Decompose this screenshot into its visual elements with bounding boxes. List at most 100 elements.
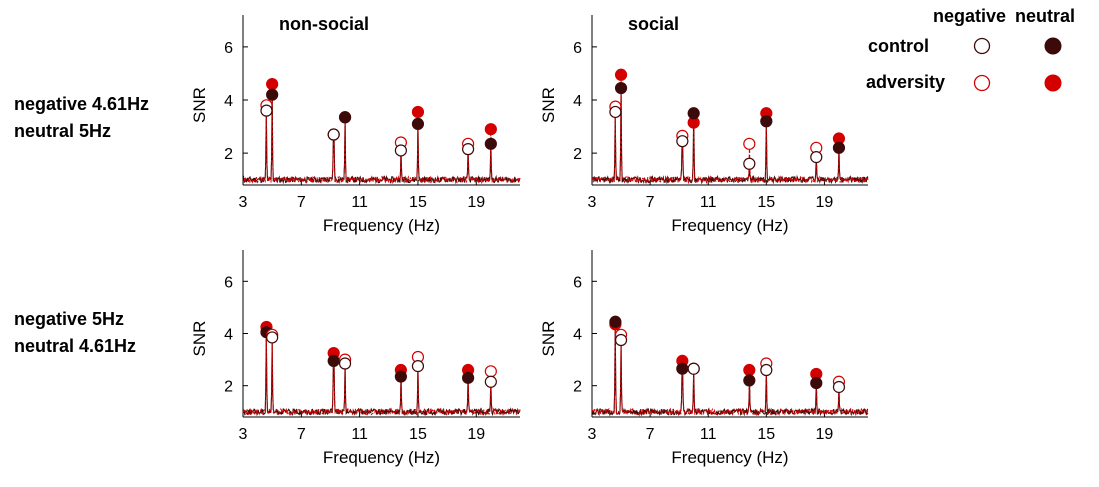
peak-marker-control-neutral: [394, 370, 407, 383]
x-tick-label: 11: [351, 194, 368, 211]
x-tick-label: 7: [297, 194, 306, 211]
y-axis-label: SNR: [190, 87, 209, 123]
peak-marker-control-negative: [687, 362, 700, 375]
x-axis-label: Frequency (Hz): [671, 216, 788, 235]
spectrum-line-control: [591, 87, 869, 185]
spectrum-line-control: [242, 332, 521, 417]
y-tick-label: 2: [573, 146, 582, 163]
legend-marker-control-negative: [973, 37, 991, 55]
peak-marker-control-negative: [832, 380, 846, 394]
legend: negative neutral control adversity: [866, 6, 1075, 92]
legend-row-control: control: [868, 36, 929, 56]
peak-marker-control-neutral: [327, 354, 340, 367]
peak-marker-control-negative: [266, 331, 279, 344]
spectrum-line-control: [242, 94, 521, 185]
peak-marker-control-negative: [614, 333, 628, 347]
spectrum-line-adversity: [242, 84, 521, 185]
panel-social-bottom: 2 4 6 3 7 11 15 19 Frequency (Hz) SNR: [539, 250, 869, 467]
peak-marker-control-negative: [760, 363, 773, 377]
panel-title: social: [628, 14, 679, 34]
peak-marker-adversity-negative: [484, 365, 497, 378]
peak-marker-control-neutral: [461, 371, 475, 384]
peak-marker-control-neutral: [810, 376, 823, 390]
legend-marker-control-neutral: [1044, 37, 1062, 55]
x-tick-label: 7: [646, 194, 655, 211]
x-axis-label: Frequency (Hz): [323, 448, 440, 467]
peak-marker-adversity-neutral: [614, 68, 628, 81]
spectrum-line-control: [591, 321, 869, 417]
x-tick-label: 15: [757, 426, 775, 443]
peak-marker-control-negative: [411, 360, 425, 373]
x-tick-label: 19: [816, 194, 834, 211]
y-tick-label: 6: [573, 40, 582, 57]
y-tick-label: 2: [573, 379, 582, 396]
peak-marker-control-negative: [327, 128, 340, 141]
peak-marker-adversity-neutral: [484, 123, 497, 136]
x-tick-label: 15: [757, 194, 775, 211]
x-tick-label: 19: [467, 194, 485, 211]
peak-marker-control-neutral: [484, 137, 497, 150]
y-axis-label: SNR: [539, 321, 558, 357]
x-tick-label: 19: [816, 426, 834, 443]
y-tick-label: 2: [224, 379, 233, 396]
row-label-bottom-line1: negative 5Hz: [14, 309, 124, 329]
y-tick-label: 6: [224, 40, 233, 57]
legend-column-negative: negative: [933, 6, 1006, 26]
panel-non-social-bottom: 2 4 6 3 7 11 15 19 Frequency (Hz) SNR: [190, 250, 521, 467]
peak-marker-control-negative: [260, 104, 273, 117]
legend-column-neutral: neutral: [1015, 6, 1075, 26]
y-tick-label: 6: [573, 274, 582, 291]
y-axis-label: SNR: [539, 87, 558, 123]
y-tick-label: 2: [224, 146, 233, 163]
peak-marker-control-negative: [676, 135, 689, 148]
panel-social-top: 2 4 6 3 7 11 15 19 Frequency (Hz) SNR social: [539, 14, 869, 235]
y-tick-label: 4: [224, 327, 233, 344]
y-tick-label: 4: [573, 327, 582, 344]
y-tick-label: 6: [224, 274, 233, 291]
spectrum-line-adversity: [242, 326, 521, 417]
x-tick-label: 15: [409, 194, 427, 211]
peak-marker-control-negative: [609, 105, 622, 119]
peak-marker-control-negative: [461, 143, 475, 156]
y-tick-label: 4: [224, 93, 233, 110]
x-tick-label: 3: [239, 426, 248, 443]
x-tick-label: 11: [700, 426, 717, 443]
panel-non-social-top: 2 4 6 3 7 11 15 19 Frequency (Hz) SNR non-social: [190, 14, 521, 235]
x-tick-label: 3: [239, 194, 248, 211]
peak-marker-control-neutral: [411, 117, 425, 131]
peak-marker-adversity-neutral: [411, 105, 425, 119]
x-tick-label: 19: [467, 426, 485, 443]
spectrum-line-adversity: [591, 74, 869, 185]
peak-marker-control-neutral: [676, 362, 689, 375]
y-axis-label: SNR: [190, 321, 209, 357]
peak-marker-control-negative: [810, 151, 823, 164]
legend-marker-adversity-negative: [973, 74, 991, 92]
peak-marker-control-negative: [394, 144, 407, 157]
y-tick-label: 4: [573, 93, 582, 110]
peak-marker-adversity-neutral: [743, 363, 756, 377]
legend-marker-adversity-neutral: [1044, 74, 1062, 92]
x-tick-label: 3: [588, 426, 597, 443]
peak-marker-adversity-neutral: [266, 77, 279, 91]
x-tick-label: 3: [588, 194, 597, 211]
row-label-top-line2: neutral 5Hz: [14, 121, 111, 141]
x-axis-label: Frequency (Hz): [323, 216, 440, 235]
row-label-bottom-line2: neutral 4.61Hz: [14, 336, 136, 356]
row-label-top-line1: negative 4.61Hz: [14, 94, 149, 114]
x-axis-label: Frequency (Hz): [671, 448, 788, 467]
peak-marker-control-neutral: [760, 115, 773, 128]
spectrum-line-adversity: [591, 324, 869, 417]
peak-marker-adversity-negative: [743, 137, 756, 150]
peak-marker-control-neutral: [743, 374, 756, 387]
peak-marker-control-neutral: [832, 141, 846, 154]
x-tick-label: 7: [297, 426, 306, 443]
peak-marker-control-negative: [338, 357, 352, 370]
peak-marker-control-neutral: [609, 315, 622, 328]
peak-marker-control-negative: [484, 375, 497, 388]
peak-marker-control-neutral: [687, 107, 700, 120]
panel-title: non-social: [279, 14, 369, 34]
x-tick-label: 11: [351, 426, 368, 443]
x-tick-label: 11: [700, 194, 717, 211]
peak-marker-control-neutral: [338, 111, 352, 124]
